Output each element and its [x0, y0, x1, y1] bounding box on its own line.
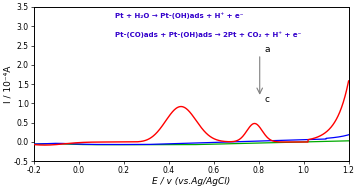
Y-axis label: I / 10⁻⁴A: I / 10⁻⁴A: [4, 65, 13, 103]
Text: Pt-(CO)ads + Pt-(OH)ads → 2Pt + CO₂ + H⁺ + e⁻: Pt-(CO)ads + Pt-(OH)ads → 2Pt + CO₂ + H⁺…: [115, 31, 301, 38]
Text: a: a: [264, 46, 270, 54]
X-axis label: E / v (vs.Ag/AgCl): E / v (vs.Ag/AgCl): [152, 177, 230, 186]
Text: Pt + H₂O → Pt-(OH)ads + H⁺ + e⁻: Pt + H₂O → Pt-(OH)ads + H⁺ + e⁻: [115, 12, 243, 19]
Text: c: c: [264, 95, 269, 104]
